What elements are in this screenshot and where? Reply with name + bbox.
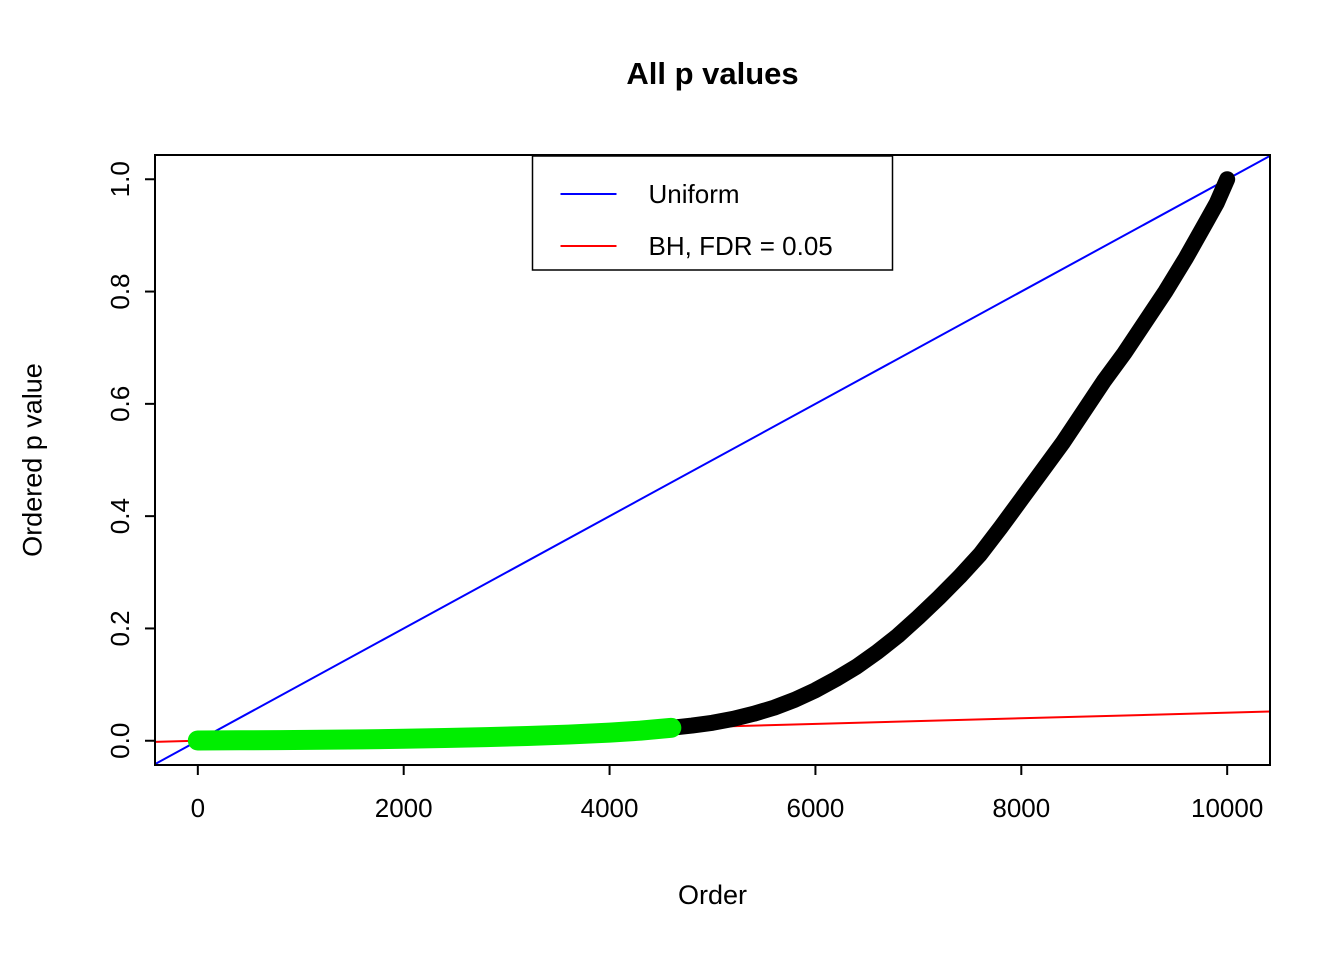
y-tick-label: 0.6 [105,386,135,422]
legend-box [531,155,894,271]
x-tick-label: 0 [191,793,205,823]
plot-frame [154,154,1271,766]
x-tick-label: 4000 [581,793,639,823]
y-tick-label: 0.8 [105,273,135,309]
y-tick-label: 0.4 [105,498,135,534]
x-tick-label: 2000 [375,793,433,823]
x-tick-label: 8000 [992,793,1050,823]
data-layer [155,155,1270,765]
y-tick-label: 0.0 [105,723,135,759]
significant-pvalue-curve [187,717,682,751]
y-tick-label: 1.0 [105,161,135,197]
x-tick-label: 6000 [787,793,845,823]
legend-label-0: Uniform [649,179,740,209]
uniform-line [155,155,1270,765]
x-tick-label: 10000 [1191,793,1263,823]
x-axis-label: Order [677,880,748,910]
legend-label-1: BH, FDR = 0.05 [649,231,833,261]
chart-title: All p values [626,56,799,91]
y-tick-label: 0.2 [105,610,135,646]
